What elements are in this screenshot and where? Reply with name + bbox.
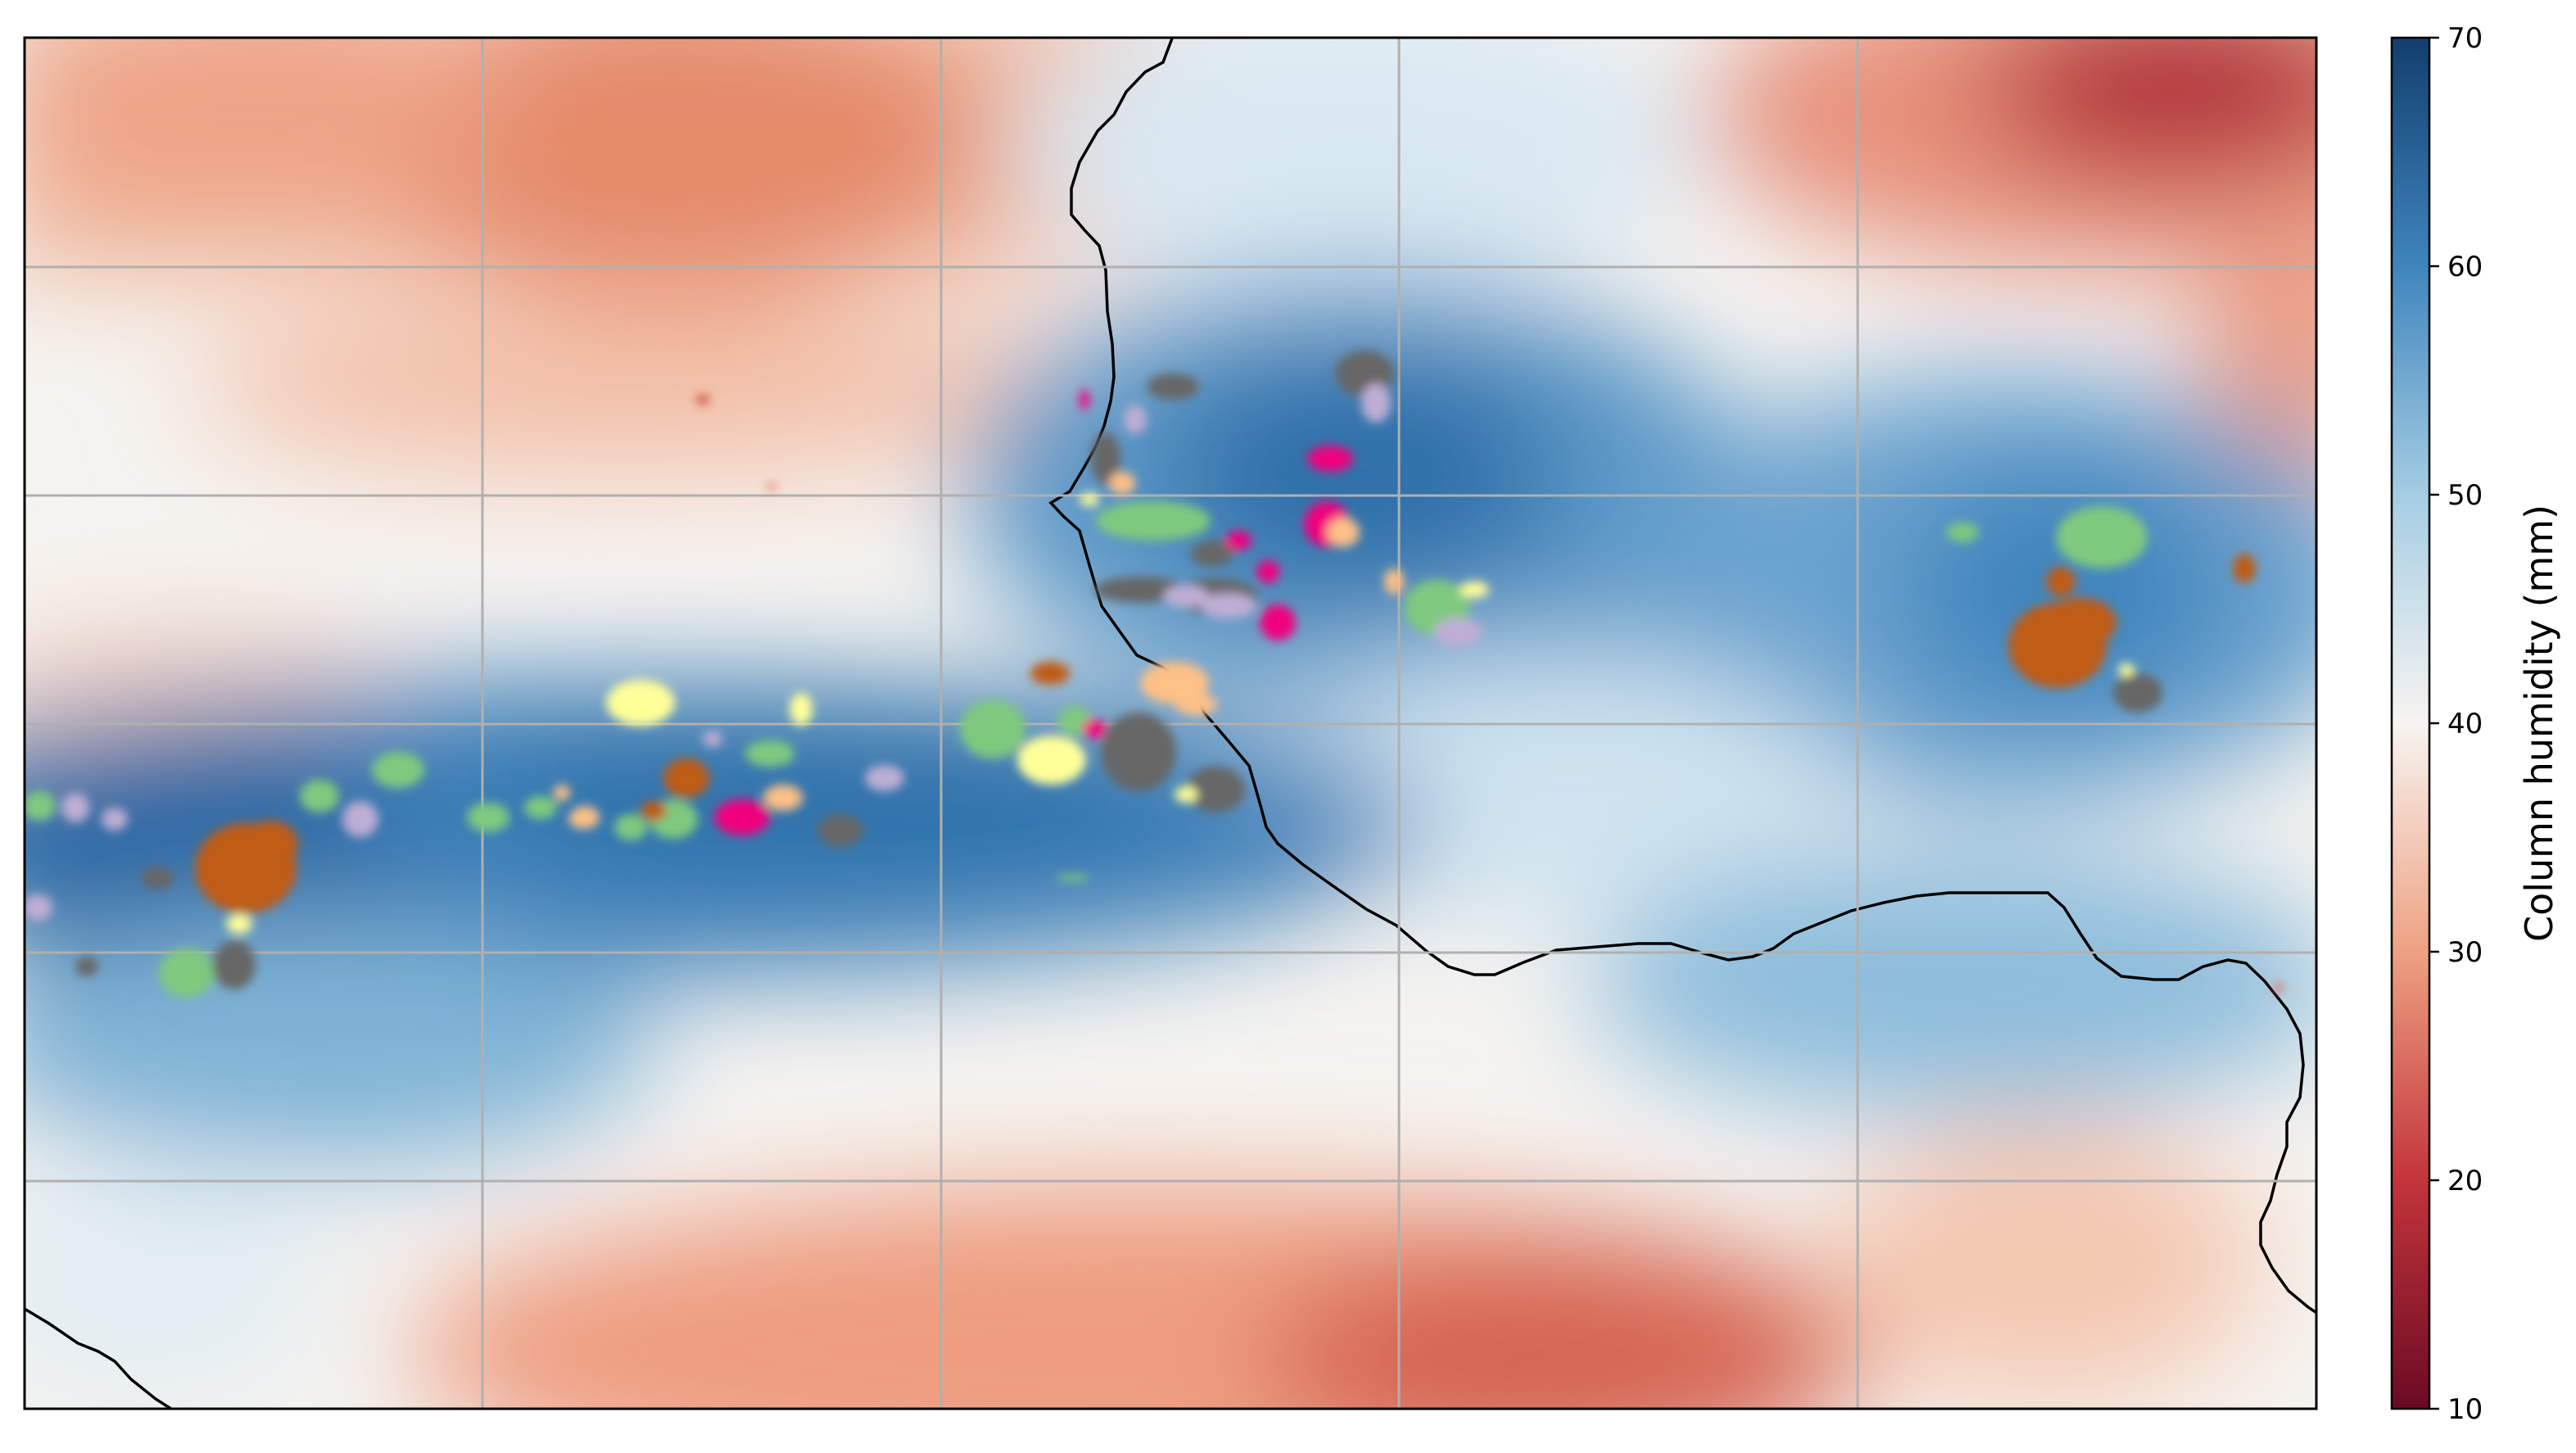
storm-object bbox=[1201, 593, 1256, 619]
storm-objects bbox=[25, 351, 2284, 998]
storm-object bbox=[568, 809, 598, 829]
colorbar-fill bbox=[2392, 38, 2429, 1409]
storm-object bbox=[1147, 373, 1199, 400]
storm-object bbox=[745, 740, 795, 767]
storm-object bbox=[1124, 405, 1147, 434]
dry-mid-west bbox=[197, 295, 1048, 475]
storm-object bbox=[2113, 673, 2162, 713]
light-southwest bbox=[25, 1155, 328, 1401]
storm-object bbox=[61, 793, 89, 822]
storm-object bbox=[467, 803, 509, 832]
storm-object bbox=[1058, 706, 1091, 736]
dry-south-east bbox=[1835, 1122, 2261, 1401]
storm-object bbox=[1191, 541, 1234, 567]
storm-object bbox=[372, 752, 424, 788]
colorbar-tick-label: 20 bbox=[2447, 1165, 2483, 1197]
storm-object bbox=[763, 785, 803, 811]
storm-object bbox=[960, 699, 1025, 758]
storm-object bbox=[2046, 567, 2076, 596]
storm-object bbox=[641, 801, 667, 821]
storm-object bbox=[242, 821, 298, 867]
coastline-southwest bbox=[25, 1307, 174, 1409]
storm-object bbox=[1017, 736, 1086, 785]
storm-object bbox=[1260, 604, 1296, 640]
dry-south-core bbox=[1261, 1245, 1851, 1409]
storm-object bbox=[1225, 531, 1252, 550]
storm-object bbox=[1946, 523, 1979, 542]
storm-object bbox=[1433, 618, 1483, 647]
dry-northeast-core bbox=[1982, 38, 2316, 180]
storm-object bbox=[606, 680, 675, 726]
storm-object bbox=[1096, 501, 1211, 541]
moist-southeast bbox=[1589, 852, 2316, 1114]
colorbar-tick-label: 30 bbox=[2447, 936, 2483, 969]
colorbar-tick-label: 10 bbox=[2447, 1393, 2483, 1426]
dry-northwest bbox=[25, 38, 508, 205]
storm-object bbox=[25, 894, 52, 921]
storm-object bbox=[2118, 663, 2135, 677]
storm-object bbox=[1091, 432, 1120, 485]
storm-object bbox=[226, 914, 252, 934]
storm-object bbox=[1186, 767, 1245, 813]
storm-object bbox=[1163, 585, 1209, 608]
colorbar-label: Column humidity (mm) bbox=[2517, 505, 2561, 942]
storm-object bbox=[1057, 875, 1089, 881]
storm-object bbox=[714, 799, 770, 835]
colorbar-tick-label: 40 bbox=[2447, 708, 2483, 740]
storm-object bbox=[1256, 560, 1279, 583]
storm-object bbox=[1307, 446, 1353, 472]
storm-object bbox=[1327, 518, 1360, 547]
storm-object bbox=[1175, 693, 1217, 716]
storm-object bbox=[1101, 713, 1176, 791]
storm-object bbox=[2233, 554, 2256, 583]
dry-north-core bbox=[360, 38, 983, 303]
storm-object bbox=[524, 796, 557, 819]
storm-object bbox=[213, 940, 256, 989]
storm-object bbox=[102, 808, 128, 831]
storm-object bbox=[2274, 983, 2284, 993]
storm-object bbox=[1460, 582, 1489, 598]
moist-center-core bbox=[1163, 352, 1556, 598]
storm-object bbox=[1109, 472, 1135, 495]
colorbar-ticks: 10 20 30 40 50 60 70 bbox=[2429, 22, 2483, 1426]
storm-object bbox=[141, 867, 174, 889]
light-north-center bbox=[1007, 38, 1695, 295]
storm-object bbox=[614, 814, 647, 840]
map-frame bbox=[23, 36, 2318, 1410]
storm-object bbox=[554, 785, 570, 801]
colorbar: 10 20 30 40 50 60 70 Column humidity (mm) bbox=[2390, 22, 2561, 1426]
storm-object bbox=[342, 801, 378, 837]
storm-object bbox=[159, 948, 215, 998]
storm-object bbox=[663, 758, 709, 798]
colorbar-tick-label: 50 bbox=[2447, 479, 2483, 512]
coastline-north bbox=[1048, 38, 2316, 1315]
colorbar-tick-label: 60 bbox=[2447, 251, 2483, 283]
storm-object bbox=[75, 957, 98, 976]
storm-object bbox=[767, 483, 776, 490]
storm-object bbox=[1083, 719, 1106, 739]
storm-object bbox=[1384, 568, 1404, 595]
storm-object bbox=[790, 693, 813, 726]
storm-object bbox=[2044, 598, 2116, 647]
storm-object bbox=[25, 791, 56, 821]
storm-object bbox=[1030, 662, 1070, 685]
storm-object bbox=[300, 780, 339, 813]
colorbar-tick-label: 70 bbox=[2447, 22, 2483, 55]
storm-object bbox=[2056, 506, 2148, 568]
storm-object bbox=[703, 731, 722, 747]
storm-object bbox=[1175, 786, 1197, 803]
storm-object bbox=[817, 814, 863, 847]
storm-object bbox=[1361, 383, 1391, 423]
gridlines bbox=[25, 38, 2316, 1409]
storm-object bbox=[696, 396, 709, 404]
storm-object bbox=[1080, 390, 1089, 410]
storm-object bbox=[865, 765, 904, 791]
storm-object bbox=[1080, 493, 1099, 506]
